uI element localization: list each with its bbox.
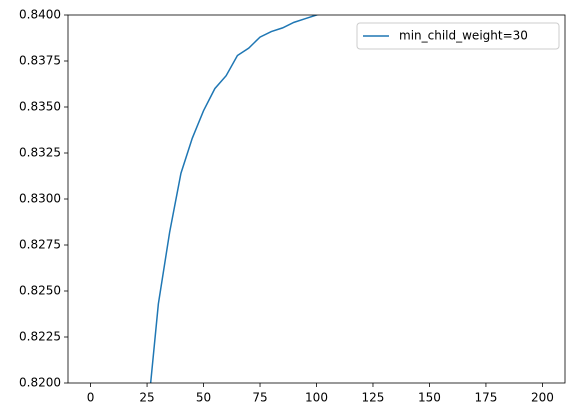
x-tick-label: 200 xyxy=(531,391,554,405)
y-tick-label: 0.8325 xyxy=(19,146,61,160)
legend-label: min_child_weight=30 xyxy=(399,29,528,43)
x-tick-label: 50 xyxy=(196,391,211,405)
y-tick-label: 0.8200 xyxy=(19,376,61,390)
y-tick-label: 0.8350 xyxy=(19,100,61,114)
y-tick-label: 0.8400 xyxy=(19,8,61,22)
y-tick-label: 0.8375 xyxy=(19,54,61,68)
data-line xyxy=(149,15,319,383)
x-tick-label: 0 xyxy=(87,391,95,405)
x-tick-label: 100 xyxy=(305,391,328,405)
x-tick-label: 150 xyxy=(418,391,441,405)
x-tick-label: 75 xyxy=(252,391,267,405)
x-tick-label: 125 xyxy=(362,391,385,405)
x-tick-label: 175 xyxy=(474,391,497,405)
x-tick-label: 25 xyxy=(139,391,154,405)
legend-box xyxy=(356,22,560,50)
plot-area xyxy=(149,15,319,383)
y-tick-label: 0.8225 xyxy=(19,330,61,344)
y-tick-label: 0.8250 xyxy=(19,284,61,298)
axes-frame xyxy=(67,14,566,384)
y-tick-label: 0.8275 xyxy=(19,238,61,252)
y-tick-label: 0.8300 xyxy=(19,192,61,206)
